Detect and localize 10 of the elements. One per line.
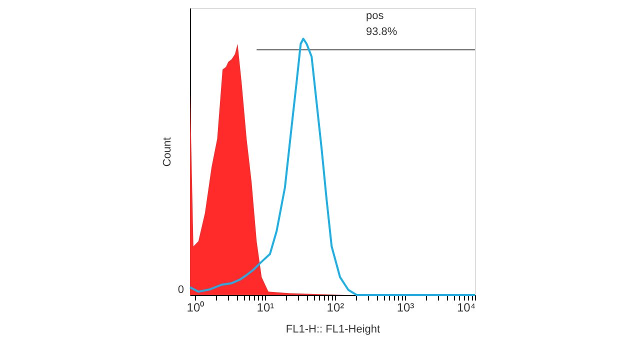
text: 0 [178, 284, 184, 296]
text: pos [366, 10, 384, 22]
y-axis-title: Count [162, 137, 174, 167]
x-tick-label: 10¹ [256, 300, 274, 314]
x-tick-label: 10⁰ [186, 300, 204, 314]
x-tick-label: 10⁴ [456, 300, 476, 314]
text: 93.8% [366, 26, 398, 38]
x-tick-label: 10³ [396, 300, 414, 314]
x-axis-title: FL1-H:: FL1-Height [286, 324, 380, 336]
x-tick-label: 10² [326, 300, 344, 314]
